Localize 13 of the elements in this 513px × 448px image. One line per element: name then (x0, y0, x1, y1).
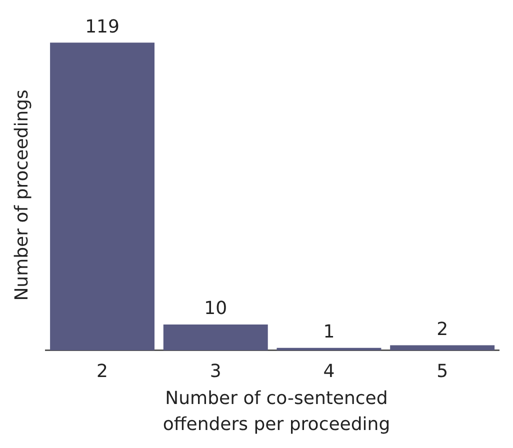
x-axis-title: Number of co-sentenced offenders per proceeding (162, 387, 392, 437)
x-tick-label: 5 (436, 360, 448, 382)
x-tick-label: 4 (323, 360, 335, 382)
bar (50, 42, 155, 350)
data-label: 10 (204, 298, 228, 320)
bar (390, 345, 495, 350)
x-tick-label: 3 (210, 360, 222, 382)
data-label: 119 (85, 16, 120, 38)
data-label: 2 (436, 318, 448, 340)
x-tick-label: 2 (96, 360, 108, 382)
bar (163, 324, 268, 350)
data-label: 1 (323, 321, 335, 342)
y-axis-title: Number of proceedings (11, 90, 32, 301)
